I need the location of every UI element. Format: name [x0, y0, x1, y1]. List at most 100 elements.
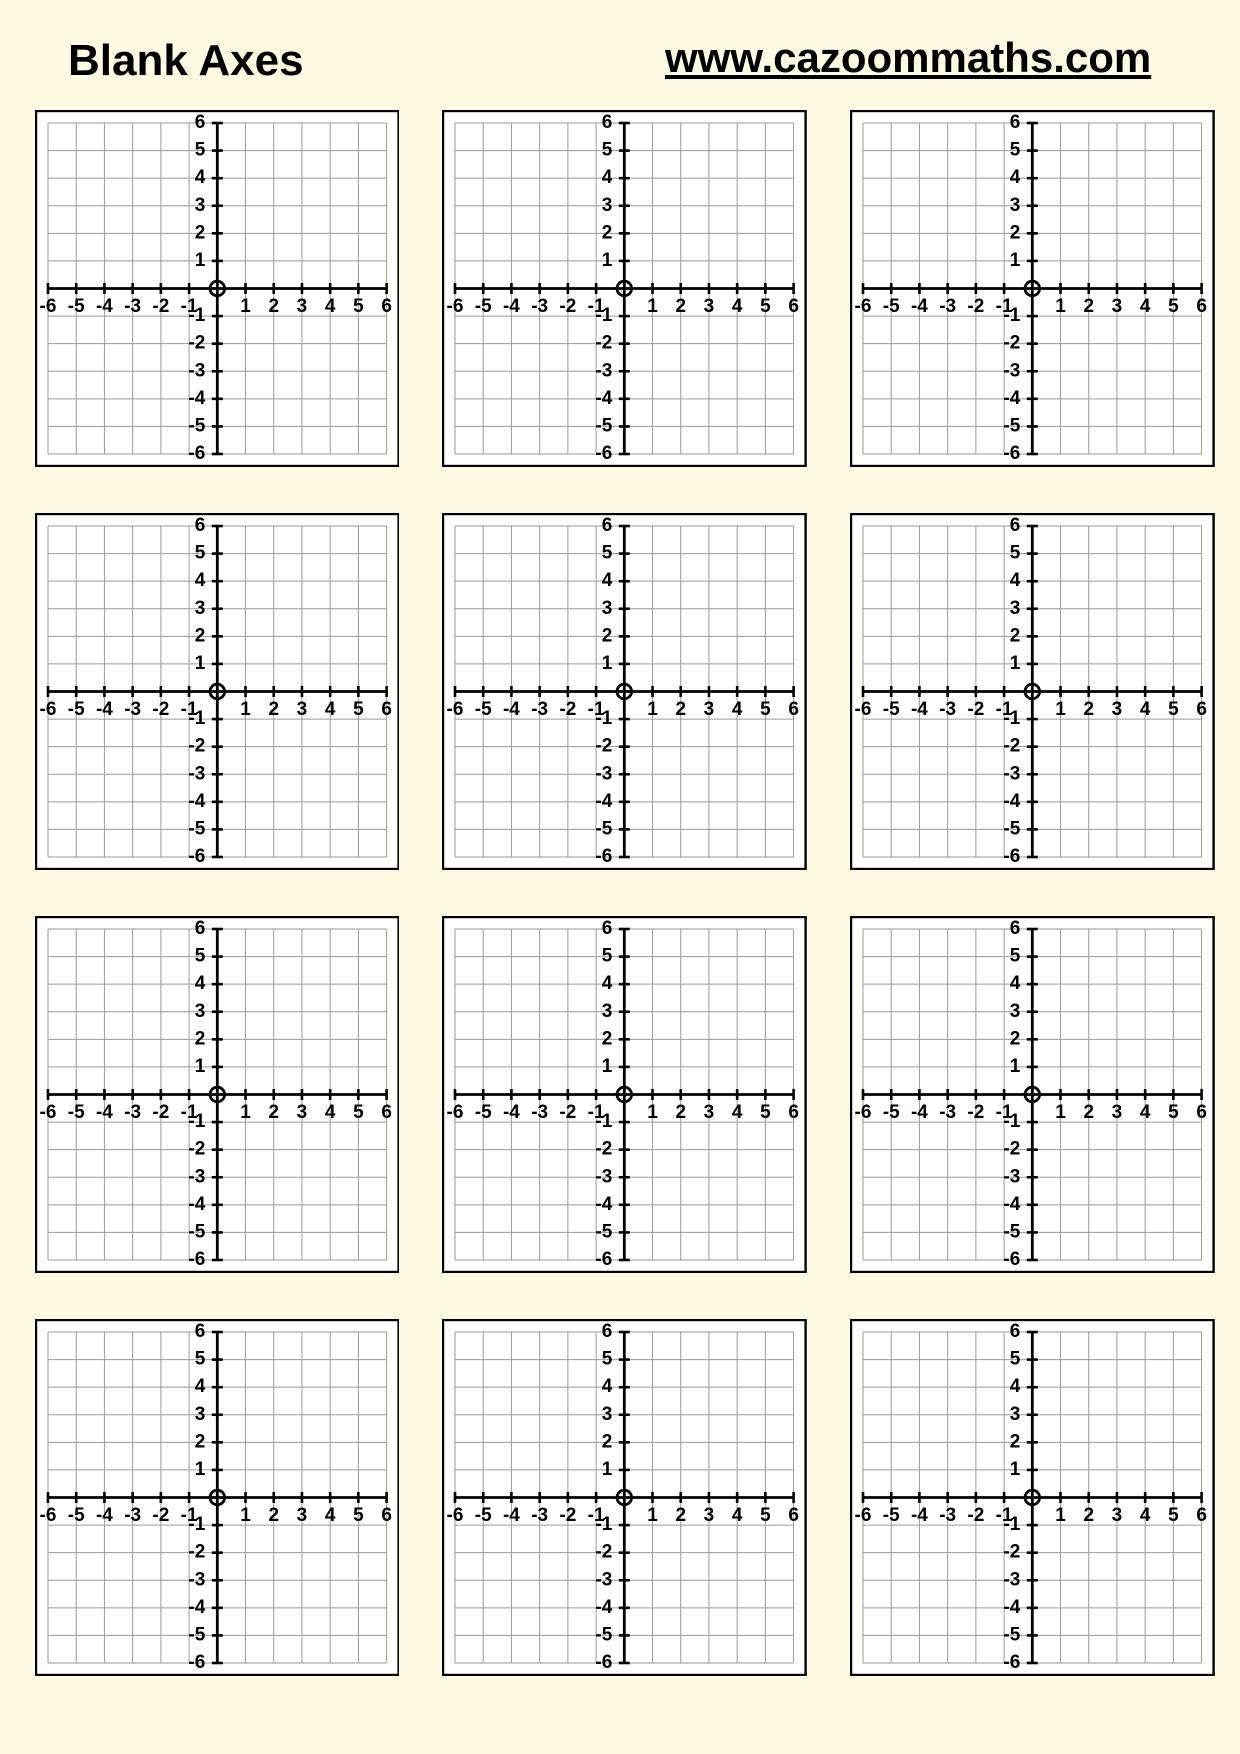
svg-text:1: 1	[1055, 1505, 1066, 1526]
svg-text:4: 4	[1140, 1505, 1151, 1526]
svg-text:2: 2	[676, 296, 687, 317]
svg-text:-6: -6	[447, 1102, 464, 1123]
svg-text:2: 2	[1010, 1028, 1021, 1049]
svg-text:-5: -5	[883, 296, 900, 317]
svg-text:-2: -2	[1003, 735, 1020, 756]
svg-text:-2: -2	[152, 699, 169, 720]
svg-text:-6: -6	[188, 1249, 205, 1270]
svg-text:-6: -6	[1003, 1652, 1020, 1673]
svg-text:-5: -5	[188, 415, 205, 436]
svg-text:-2: -2	[152, 1505, 169, 1526]
svg-text:6: 6	[381, 296, 392, 317]
svg-text:-6: -6	[1003, 443, 1020, 464]
svg-text:-4: -4	[96, 1505, 113, 1526]
svg-text:6: 6	[789, 1102, 800, 1123]
svg-text:-4: -4	[503, 699, 520, 720]
svg-text:2: 2	[676, 1505, 687, 1526]
svg-text:-2: -2	[560, 1102, 577, 1123]
svg-text:2: 2	[676, 1102, 687, 1123]
svg-text:5: 5	[1010, 945, 1021, 966]
svg-text:6: 6	[602, 112, 613, 133]
svg-text:-3: -3	[532, 699, 549, 720]
svg-text:-6: -6	[596, 846, 613, 867]
svg-text:6: 6	[1196, 296, 1207, 317]
svg-text:-5: -5	[68, 1102, 85, 1123]
svg-text:4: 4	[732, 296, 743, 317]
svg-text:-1: -1	[596, 1111, 613, 1132]
svg-text:4: 4	[1010, 167, 1021, 188]
svg-text:-2: -2	[596, 735, 613, 756]
svg-text:-3: -3	[939, 1505, 956, 1526]
svg-text:4: 4	[1140, 699, 1151, 720]
svg-text:6: 6	[1196, 699, 1207, 720]
svg-text:-6: -6	[39, 1102, 56, 1123]
svg-text:1: 1	[195, 250, 206, 271]
svg-text:-1: -1	[1003, 305, 1020, 326]
svg-text:-4: -4	[1003, 387, 1020, 408]
svg-text:-4: -4	[503, 1505, 520, 1526]
svg-text:4: 4	[1140, 1102, 1151, 1123]
svg-text:5: 5	[760, 699, 771, 720]
svg-text:2: 2	[1083, 699, 1094, 720]
svg-text:1: 1	[648, 296, 659, 317]
svg-text:-6: -6	[855, 699, 872, 720]
svg-text:-5: -5	[883, 699, 900, 720]
svg-text:-6: -6	[447, 1505, 464, 1526]
svg-text:3: 3	[704, 1102, 715, 1123]
svg-text:3: 3	[195, 1403, 206, 1424]
svg-text:5: 5	[760, 1102, 771, 1123]
svg-text:-1: -1	[188, 708, 205, 729]
svg-text:-6: -6	[596, 1249, 613, 1270]
svg-text:5: 5	[353, 1505, 364, 1526]
svg-text:2: 2	[195, 1028, 206, 1049]
svg-text:3: 3	[1010, 597, 1021, 618]
svg-text:-4: -4	[911, 1102, 928, 1123]
svg-text:-6: -6	[855, 296, 872, 317]
svg-text:3: 3	[296, 1505, 307, 1526]
svg-text:4: 4	[1140, 296, 1151, 317]
svg-text:4: 4	[325, 1505, 336, 1526]
svg-text:4: 4	[602, 570, 613, 591]
svg-text:-5: -5	[596, 818, 613, 839]
svg-text:-6: -6	[1003, 846, 1020, 867]
svg-text:5: 5	[1010, 542, 1021, 563]
svg-text:6: 6	[1196, 1505, 1207, 1526]
svg-text:-5: -5	[68, 1505, 85, 1526]
svg-text:2: 2	[268, 699, 279, 720]
svg-text:6: 6	[1010, 918, 1021, 939]
svg-text:-6: -6	[447, 296, 464, 317]
svg-text:-2: -2	[188, 332, 205, 353]
svg-text:2: 2	[268, 1102, 279, 1123]
svg-text:2: 2	[1010, 222, 1021, 243]
svg-text:-5: -5	[596, 1221, 613, 1242]
svg-text:5: 5	[1168, 699, 1179, 720]
svg-text:-3: -3	[596, 763, 613, 784]
svg-text:-3: -3	[596, 360, 613, 381]
svg-text:-4: -4	[188, 1193, 205, 1214]
svg-text:3: 3	[296, 1102, 307, 1123]
svg-text:-6: -6	[447, 699, 464, 720]
svg-text:1: 1	[195, 1459, 206, 1480]
svg-text:-2: -2	[152, 1102, 169, 1123]
svg-text:6: 6	[602, 1321, 613, 1342]
svg-text:6: 6	[195, 515, 206, 536]
svg-text:-5: -5	[475, 1102, 492, 1123]
svg-text:2: 2	[1083, 1505, 1094, 1526]
svg-text:6: 6	[789, 699, 800, 720]
svg-text:-3: -3	[939, 1102, 956, 1123]
svg-text:4: 4	[1010, 570, 1021, 591]
svg-text:-4: -4	[96, 296, 113, 317]
svg-text:-2: -2	[967, 699, 984, 720]
svg-text:4: 4	[732, 699, 743, 720]
svg-text:3: 3	[704, 296, 715, 317]
svg-text:6: 6	[381, 1505, 392, 1526]
svg-text:5: 5	[602, 139, 613, 160]
svg-text:3: 3	[602, 194, 613, 215]
svg-text:-4: -4	[1003, 790, 1020, 811]
svg-text:-5: -5	[596, 415, 613, 436]
svg-text:6: 6	[381, 699, 392, 720]
svg-text:1: 1	[602, 1056, 613, 1077]
svg-text:2: 2	[1083, 1102, 1094, 1123]
svg-text:-6: -6	[188, 443, 205, 464]
svg-text:-6: -6	[596, 1652, 613, 1673]
